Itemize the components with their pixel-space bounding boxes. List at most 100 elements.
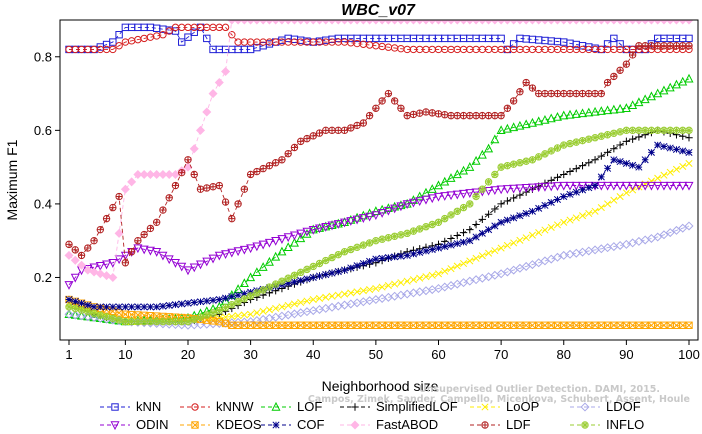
point-ldf [115, 192, 123, 201]
point-lof [640, 94, 650, 104]
point-inflo [234, 298, 242, 306]
point-fastabod [402, 20, 412, 25]
point-ldf [497, 111, 505, 120]
point-inflo [190, 315, 198, 324]
point-loop [485, 249, 493, 257]
point-inflo [447, 211, 455, 219]
legend-item-ldof: LDOF [570, 399, 641, 414]
point-ldof [83, 312, 93, 322]
point-fastabod [659, 20, 669, 25]
point-cof [353, 262, 361, 270]
point-fastabod [496, 20, 506, 25]
point-ldf [422, 108, 430, 116]
point-ldf [647, 42, 656, 50]
point-loop [503, 241, 511, 250]
point-inflo [384, 234, 393, 242]
point-cof [604, 164, 612, 172]
point-ldof [64, 309, 74, 319]
point-loop [384, 282, 392, 290]
point-inflo [491, 170, 499, 179]
point-ldf [528, 84, 537, 92]
point-inflo [428, 220, 436, 229]
point-lof [546, 113, 556, 123]
point-cof [303, 275, 311, 283]
point-fastabod [621, 20, 631, 25]
point-lof [527, 117, 537, 127]
point-knn [616, 40, 624, 48]
point-ldf [660, 42, 668, 50]
point-inflo [497, 163, 505, 171]
point-cof [341, 266, 349, 274]
point-loop [284, 301, 292, 309]
point-cof [178, 300, 186, 308]
point-odin [571, 181, 581, 191]
point-ldof [264, 313, 274, 323]
point-fastabod [202, 107, 212, 117]
x-tick-label: 100 [678, 347, 700, 362]
point-cof [516, 212, 524, 220]
point-fastabod [603, 20, 613, 25]
point-inflo [115, 316, 123, 324]
y-tick-label: 0.6 [34, 123, 52, 138]
point-ldof [127, 317, 137, 327]
point-inflo [284, 274, 292, 282]
point-cof [334, 268, 342, 276]
point-ldf [365, 111, 374, 120]
point-inflo [603, 131, 612, 139]
point-ldf [77, 251, 86, 260]
point-lof [515, 120, 525, 130]
point-fastabod [314, 20, 325, 25]
point-ldf [466, 111, 474, 120]
point-odin [465, 189, 475, 198]
point-cof [647, 148, 655, 156]
point-simplifiedlof [635, 133, 643, 141]
point-kdeos [428, 321, 436, 329]
point-ldf [334, 126, 342, 135]
point-odin [264, 238, 274, 248]
legend-marker-knn [111, 403, 119, 411]
point-simplifiedlof [610, 145, 618, 153]
point-loop [322, 293, 330, 301]
point-ldf [109, 203, 117, 212]
point-lof [302, 228, 312, 238]
point-ldf [641, 42, 649, 50]
legend-marker-loop [481, 403, 489, 411]
point-loop [560, 218, 568, 226]
point-lof [584, 107, 594, 117]
point-ldf [152, 218, 161, 226]
point-inflo [409, 227, 418, 235]
point-cof [422, 247, 430, 255]
point-simplifiedlof [509, 194, 518, 202]
point-inflo [152, 317, 161, 326]
point-ldf [90, 236, 98, 245]
point-ldf [503, 104, 512, 112]
point-inflo [96, 311, 105, 319]
point-inflo [347, 245, 355, 254]
point-odin [546, 182, 556, 192]
y-axis: 0.2 0.4 0.6 0.8 [34, 49, 60, 285]
point-odin [340, 218, 350, 228]
point-fastabod [152, 169, 162, 179]
point-odin [145, 246, 155, 256]
point-fastabod [346, 20, 356, 25]
y-tick-label: 0.4 [34, 196, 52, 211]
point-inflo [228, 300, 236, 309]
point-simplifiedlof [497, 200, 505, 208]
point-simplifiedlof [622, 137, 631, 146]
point-cof [528, 207, 536, 215]
point-cof [610, 156, 618, 164]
point-ldf [340, 126, 349, 135]
point-lof [509, 122, 519, 132]
point-odin [659, 181, 669, 191]
point-cof [228, 293, 236, 301]
series-line-simplifiedlof [68, 129, 690, 323]
point-inflo [121, 317, 130, 326]
point-loop [497, 244, 505, 252]
point-cof [240, 290, 248, 298]
point-ldf [453, 111, 461, 120]
point-fastabod [246, 20, 256, 25]
point-ldof [158, 319, 168, 329]
point-ldof [233, 317, 243, 327]
point-ldf [384, 89, 393, 98]
point-inflo [578, 136, 587, 145]
